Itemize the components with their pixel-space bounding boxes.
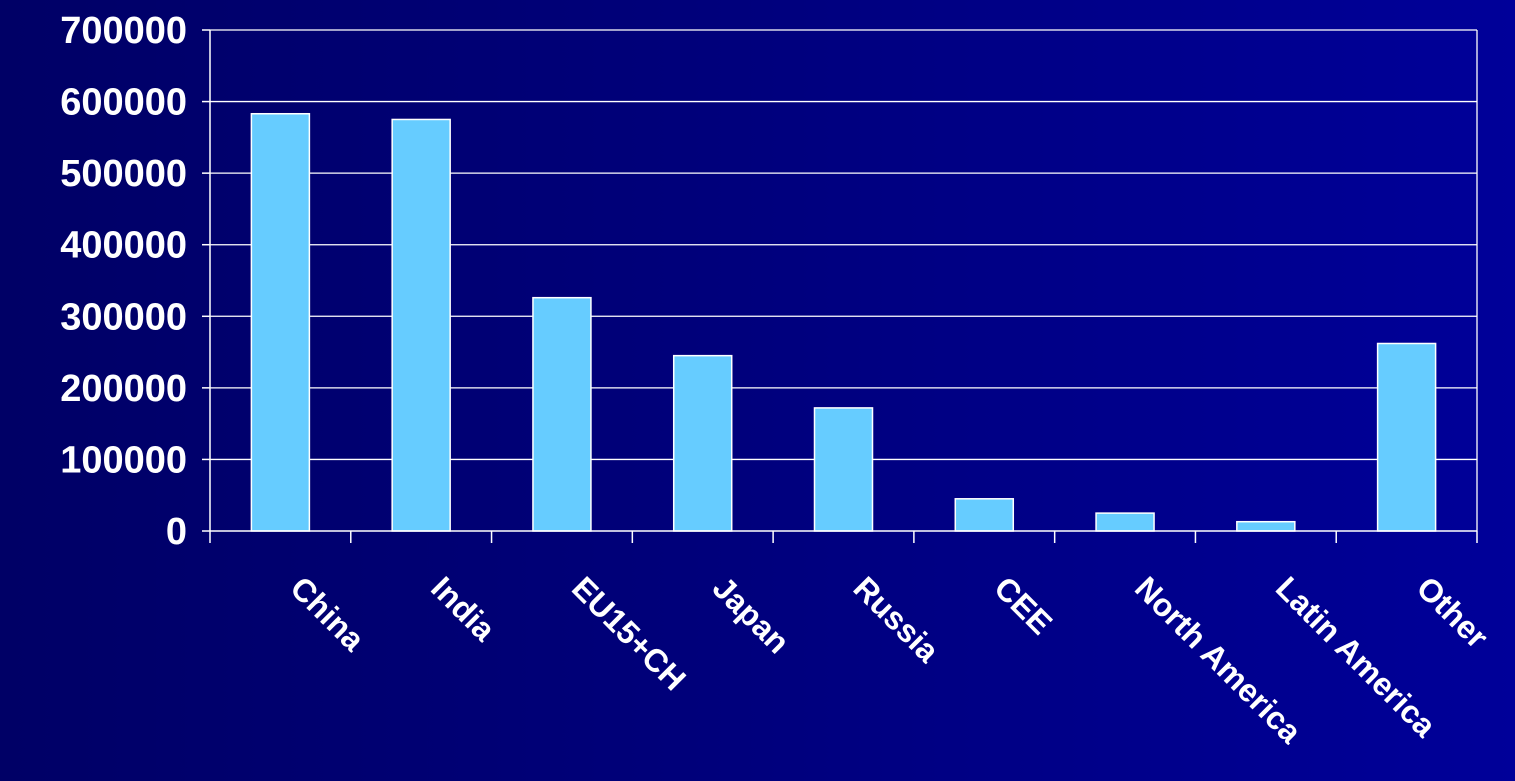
bar — [250, 112, 311, 532]
bar — [391, 118, 451, 532]
x-tick-label: CEE — [987, 569, 1059, 641]
bar — [813, 407, 874, 532]
y-tick-labels: 0 100000 200000 300000 400000 500000 600000 700… — [60, 10, 187, 553]
y-tick-label: 200000 — [60, 368, 187, 410]
y-tick-label: 400000 — [60, 225, 187, 267]
y-tick-label: 500000 — [60, 153, 187, 195]
bar — [1095, 512, 1155, 532]
x-tick-label: Russia — [847, 569, 947, 669]
x-tick-label: Japan — [706, 569, 797, 660]
y-tick-label: 300000 — [60, 296, 187, 338]
bar — [532, 296, 592, 532]
x-tick-label: India — [424, 569, 502, 647]
y-tick-label: 100000 — [60, 439, 187, 481]
x-tick-label: Other — [1410, 569, 1496, 655]
bar — [954, 498, 1015, 532]
y-tick-label: 700000 — [60, 10, 187, 52]
x-tick-label: China — [283, 569, 371, 657]
bar — [1376, 342, 1437, 532]
bars — [250, 112, 1437, 532]
y-tick-label: 600000 — [60, 82, 187, 124]
x-tick-labels: China India EU15+CH Japan Russia CEE North Ame… — [283, 569, 1495, 750]
x-tick-label: EU15+CH — [565, 569, 693, 697]
bar — [672, 354, 733, 532]
y-tick-label: 0 — [166, 511, 187, 553]
axes — [202, 29, 1478, 543]
bar — [1236, 520, 1296, 532]
